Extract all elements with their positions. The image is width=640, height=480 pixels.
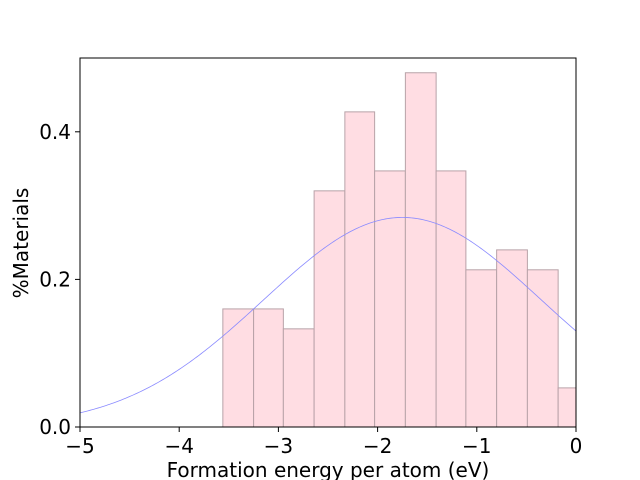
histogram-bar (557, 387, 577, 428)
x-tick-label: 0 (570, 434, 583, 458)
x-tick-label: −3 (264, 434, 293, 458)
x-tick-label: −2 (363, 434, 392, 458)
plot-area-frame (79, 57, 577, 428)
histogram-bar (496, 249, 528, 428)
y-tick-label: 0.2 (39, 267, 71, 291)
y-axis-ticks: 0.0 0.2 0.4 (39, 120, 80, 439)
x-axis-label: Formation energy per atom (eV) (167, 458, 490, 480)
histogram-bar (435, 170, 467, 428)
x-tick-label: −1 (462, 434, 491, 458)
histogram-bar (404, 72, 437, 428)
x-axis-ticks: −5 −4 −3 −2 −1 0 (65, 427, 582, 458)
histogram-bar (253, 308, 284, 428)
histogram-bar (344, 111, 376, 428)
histogram-bar (222, 308, 255, 428)
y-tick-label: 0.4 (39, 120, 71, 144)
fit-curve (79, 217, 577, 414)
x-tick-label: −5 (65, 434, 94, 458)
histogram-bars (222, 72, 577, 428)
y-axis-label: %Materials (9, 188, 33, 299)
histogram-bar (526, 269, 559, 428)
histogram-bar (374, 170, 406, 428)
x-tick-label: −4 (164, 434, 193, 458)
histogram-bar (313, 190, 346, 428)
histogram-bar (282, 328, 315, 428)
y-tick-label: 0.0 (39, 415, 71, 439)
histogram-bar (465, 269, 498, 428)
